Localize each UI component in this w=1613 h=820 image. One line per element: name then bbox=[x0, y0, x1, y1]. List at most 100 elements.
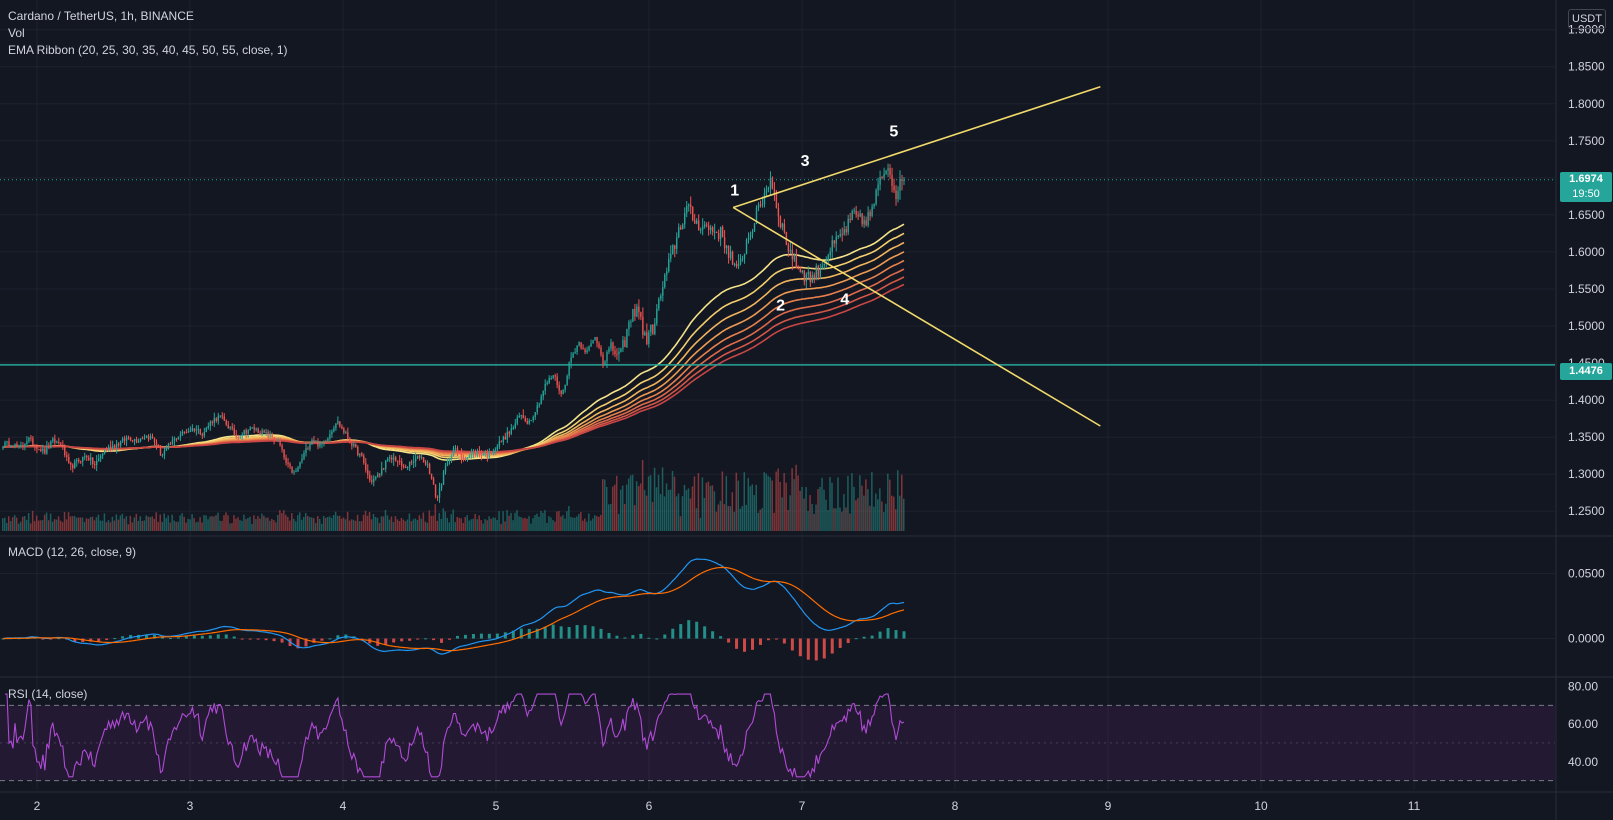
candle-body bbox=[301, 458, 303, 462]
volume-bar bbox=[653, 467, 656, 531]
volume-bar bbox=[903, 498, 905, 531]
macd-histogram-bar bbox=[647, 637, 651, 639]
macd-histogram-bar bbox=[631, 635, 635, 639]
candle-body bbox=[99, 455, 102, 459]
volume-bar bbox=[691, 486, 694, 531]
macd-histogram-bar bbox=[455, 635, 459, 639]
volume-bar bbox=[89, 517, 92, 531]
candle-body bbox=[325, 440, 327, 442]
volume-bar bbox=[617, 513, 620, 531]
volume-bar bbox=[875, 493, 877, 531]
currency-button[interactable]: USDT bbox=[1568, 9, 1606, 29]
candle-body bbox=[223, 416, 225, 421]
volume-bar bbox=[787, 509, 789, 531]
volume-bar bbox=[51, 521, 54, 531]
volume-bar bbox=[897, 470, 899, 531]
candle-body bbox=[394, 457, 397, 461]
candle-body bbox=[193, 428, 196, 431]
volume-bar bbox=[302, 516, 305, 531]
candle-body bbox=[40, 449, 42, 452]
macd-histogram-bar bbox=[264, 638, 268, 641]
macd-tick-label: 0.0500 bbox=[1568, 566, 1605, 580]
macd-indicator-label[interactable]: MACD (12, 26, close, 9) bbox=[8, 545, 137, 559]
candle-body bbox=[699, 229, 702, 231]
candle-body bbox=[157, 446, 160, 448]
volume-bar bbox=[193, 518, 195, 531]
candle-body bbox=[355, 443, 357, 447]
volume-bar bbox=[829, 477, 831, 531]
volume-bar bbox=[316, 516, 319, 531]
candle-body bbox=[155, 441, 158, 447]
volume-bar bbox=[801, 486, 803, 531]
volume-bar bbox=[19, 521, 22, 531]
volume-bar bbox=[703, 498, 706, 531]
volume-bar bbox=[310, 517, 313, 531]
volume-bar bbox=[655, 487, 658, 531]
symbol-title[interactable]: Cardano / TetherUS, 1h, BINANCE bbox=[8, 9, 194, 23]
candle-body bbox=[229, 427, 231, 429]
candle-body bbox=[103, 450, 106, 454]
volume-bar bbox=[175, 521, 177, 531]
macd-histogram-bar bbox=[727, 638, 731, 643]
candle-body bbox=[869, 212, 871, 216]
candle-body bbox=[273, 437, 275, 440]
volume-bar bbox=[520, 516, 522, 531]
macd-histogram-bar bbox=[495, 633, 499, 639]
volume-bar bbox=[99, 520, 102, 531]
candle-body bbox=[84, 456, 86, 458]
candle-body bbox=[297, 467, 299, 471]
volume-bar bbox=[418, 515, 421, 531]
volume-bar bbox=[368, 511, 371, 531]
candle-body bbox=[684, 213, 686, 225]
volume-bar bbox=[556, 511, 558, 531]
volume-bar bbox=[879, 488, 881, 531]
candle-body bbox=[347, 432, 349, 439]
volume-bar bbox=[480, 520, 482, 531]
volume-bar bbox=[871, 472, 873, 531]
volume-bar bbox=[97, 514, 100, 531]
candle-body bbox=[438, 488, 441, 498]
volume-bar bbox=[707, 481, 710, 531]
candle-body bbox=[709, 227, 712, 231]
volume-bar bbox=[470, 519, 472, 531]
rsi-indicator-label[interactable]: RSI (14, close) bbox=[8, 687, 88, 701]
volume-bar bbox=[125, 516, 128, 531]
candle-body bbox=[536, 405, 538, 413]
candle-body bbox=[42, 448, 44, 452]
volume-bar bbox=[502, 511, 504, 531]
candle-body bbox=[480, 452, 483, 456]
volume-bar bbox=[895, 509, 897, 531]
wave-label-5: 5 bbox=[889, 123, 898, 140]
candle-body bbox=[205, 427, 208, 433]
volume-bar bbox=[793, 479, 795, 531]
volume-bar bbox=[777, 468, 779, 531]
candle-body bbox=[241, 434, 243, 437]
volume-bar bbox=[605, 486, 608, 531]
trendlines[interactable] bbox=[732, 85, 1101, 427]
volume-bar bbox=[835, 508, 837, 531]
macd-histogram-bar bbox=[152, 635, 156, 639]
candle-body bbox=[538, 404, 540, 406]
time-axis[interactable]: 2 3 4 5 6 7 8 9 10 11 bbox=[34, 799, 1421, 813]
volume-bar bbox=[245, 519, 247, 531]
volume-bar bbox=[651, 501, 654, 531]
volume-bar bbox=[135, 513, 138, 531]
candle-body bbox=[787, 244, 790, 252]
signal-line bbox=[3, 566, 905, 652]
candle-body bbox=[743, 253, 746, 259]
candle-body bbox=[654, 323, 656, 334]
candle-body bbox=[299, 461, 301, 468]
volume-bar bbox=[301, 519, 303, 531]
candle-body bbox=[616, 354, 618, 356]
volume-bar bbox=[661, 467, 664, 531]
volume-bar bbox=[400, 517, 403, 531]
candle-body bbox=[201, 434, 204, 436]
vol-indicator-label[interactable]: Vol bbox=[8, 26, 25, 40]
volume-bar bbox=[506, 510, 508, 531]
ema-ribbon-label[interactable]: EMA Ribbon (20, 25, 30, 35, 40, 45, 50, … bbox=[8, 43, 288, 57]
volume-bar bbox=[57, 516, 60, 531]
candle-body bbox=[249, 427, 251, 431]
candle-body bbox=[719, 227, 722, 240]
